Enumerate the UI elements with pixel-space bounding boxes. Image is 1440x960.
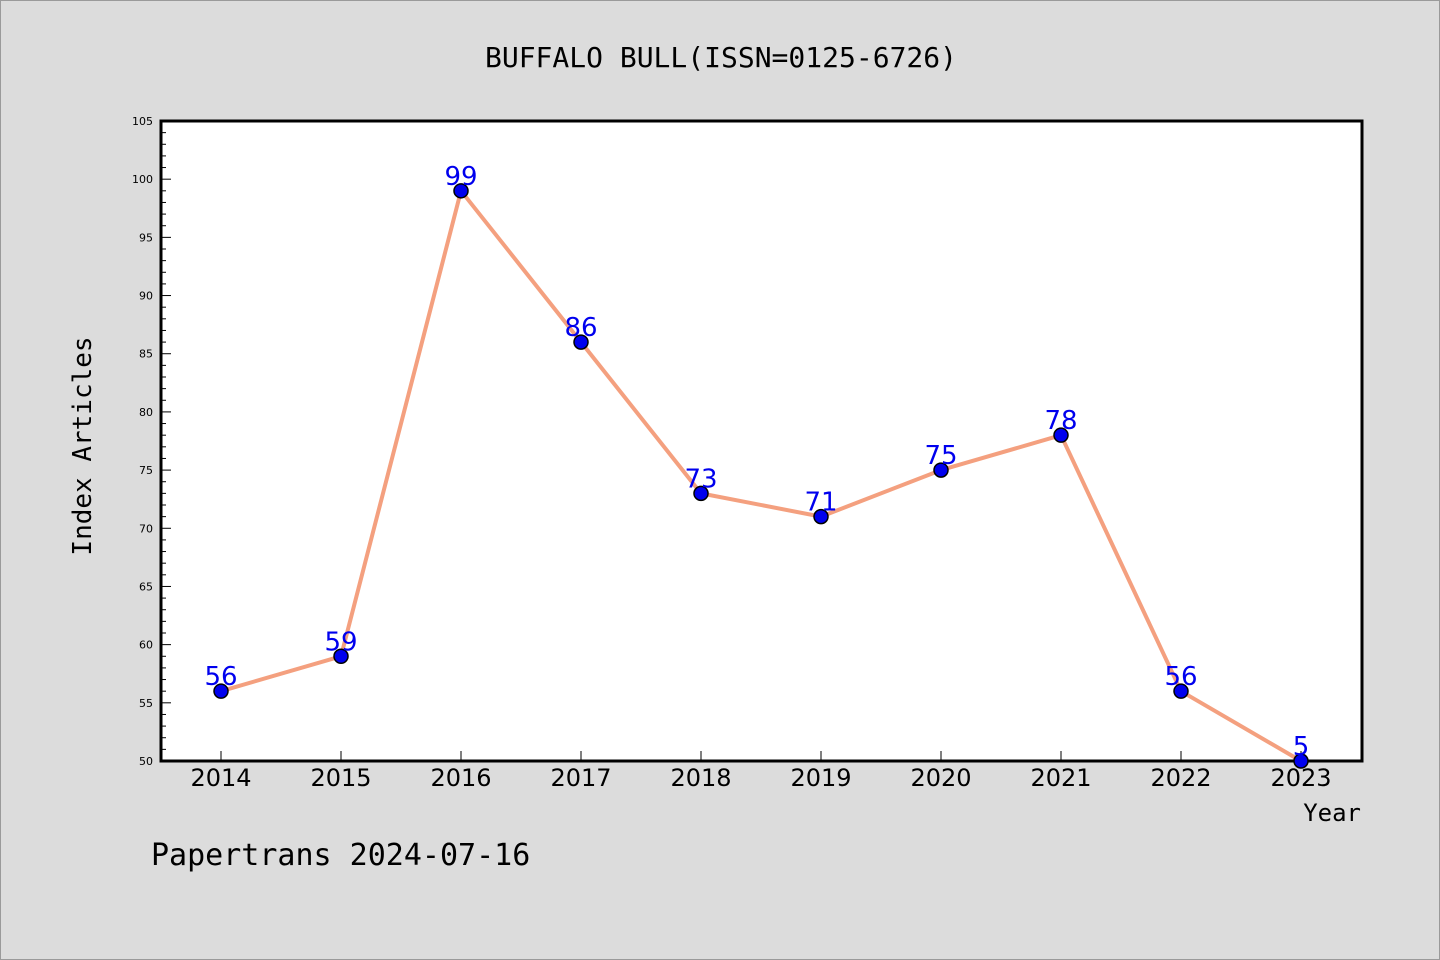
data-label: 75 (924, 441, 957, 471)
y-tick-label: 105 (132, 115, 153, 128)
data-label: 71 (804, 488, 837, 518)
x-tick-label: 2019 (790, 764, 851, 792)
y-tick-label: 80 (139, 406, 153, 419)
x-tick-label: 2022 (1150, 764, 1211, 792)
x-axis: 2014 2015 2016 2017 2018 2019 2020 2021 2022 2023 (190, 751, 1332, 792)
data-label: 56 (204, 662, 237, 692)
y-tick-label: 100 (132, 173, 153, 186)
data-point (693, 485, 709, 502)
y-tick-label: 60 (139, 639, 153, 652)
y-tick-label: 70 (139, 522, 153, 535)
data-label: 56 (1164, 662, 1197, 692)
y-tick-label: 95 (139, 231, 153, 244)
data-label: 78 (1044, 406, 1077, 436)
x-tick-label: 2018 (670, 764, 731, 792)
data-point (573, 334, 589, 350)
x-tick-label: 2015 (310, 764, 371, 792)
x-tick-label: 2014 (190, 764, 251, 792)
x-tick-label: 2017 (550, 764, 611, 792)
data-point (813, 508, 829, 525)
y-tick-label: 90 (139, 290, 153, 303)
y-tick-label: 50 (139, 755, 153, 768)
data-point (933, 462, 949, 478)
data-label: 86 (564, 313, 597, 343)
data-label: 99 (444, 162, 477, 192)
series-line (219, 188, 1303, 763)
series-index-articles: 56 59 99 86 73 71 75 78 56 5 (204, 162, 1310, 769)
x-tick-label: 2020 (910, 764, 971, 792)
y-axis: 50 55 60 65 70 75 80 85 90 95 100 105 (132, 115, 171, 768)
data-label: 59 (324, 627, 357, 657)
data-label: 5 (1293, 732, 1310, 762)
y-tick-label: 75 (139, 464, 153, 477)
data-label: 73 (684, 464, 717, 494)
data-point (333, 648, 349, 665)
data-point (453, 183, 469, 199)
data-point (1173, 683, 1189, 699)
y-axis-label: Index Articles (68, 336, 98, 555)
chart-title: BUFFALO BULL(ISSN=0125-6726) (485, 41, 957, 74)
y-tick-label: 65 (139, 580, 153, 593)
data-point (213, 683, 229, 699)
x-axis-label: Year (1303, 799, 1361, 827)
y-tick-label: 55 (139, 697, 153, 710)
x-tick-label: 2021 (1030, 764, 1091, 792)
data-point (1293, 753, 1309, 769)
data-point (1053, 427, 1069, 443)
footer-credit: Papertrans 2024-07-16 (151, 838, 530, 873)
y-tick-label: 85 (139, 348, 153, 361)
x-tick-label: 2016 (430, 764, 491, 792)
